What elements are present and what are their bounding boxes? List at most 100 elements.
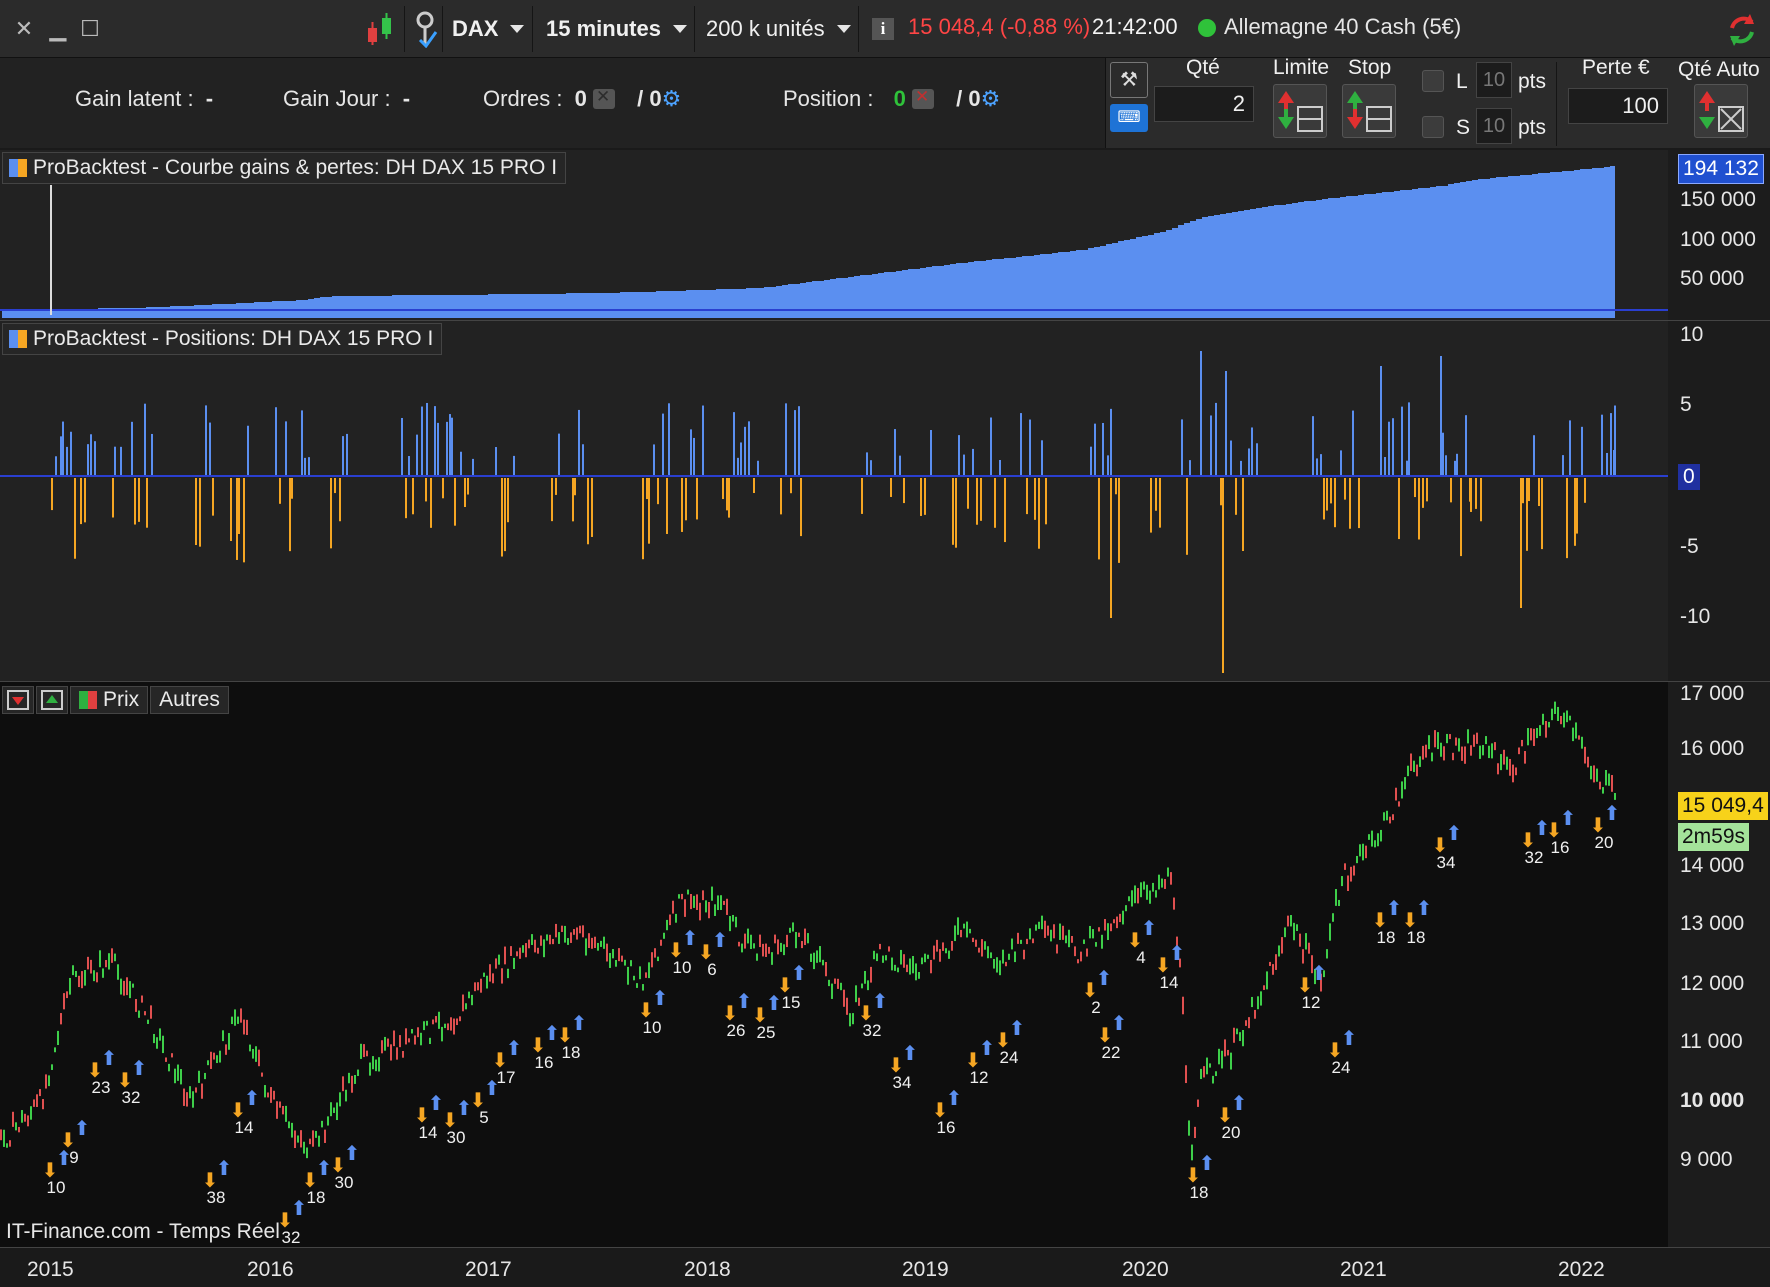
bear-candle: [381, 1040, 383, 1054]
timeframe-dropdown[interactable]: 15 minutes: [536, 0, 697, 58]
bull-candle: [1335, 889, 1337, 906]
y-tick: 150 000: [1680, 188, 1756, 211]
tab-prix[interactable]: Prix: [70, 686, 149, 714]
link-icon[interactable]: [410, 10, 440, 48]
sell-arrow-icon: ⬇: [41, 1160, 59, 1182]
signal-label: 32: [862, 1021, 882, 1040]
close-icon[interactable]: ✕: [14, 16, 34, 41]
bull-candle: [285, 1105, 287, 1122]
long-pts-input[interactable]: 10: [1476, 62, 1512, 98]
wrench-icon[interactable]: ⚒: [1110, 62, 1148, 98]
bull-candle: [705, 900, 707, 913]
bear-candle: [537, 947, 539, 954]
bull-candle: [627, 966, 629, 985]
stop-order-button[interactable]: [1342, 84, 1396, 138]
gear-icon[interactable]: ⚙: [980, 86, 1001, 111]
short-bar: [681, 478, 683, 532]
bull-candle: [138, 1010, 140, 1018]
bear-candle: [144, 1011, 146, 1016]
bull-candle: [891, 957, 893, 971]
auto-qty-button[interactable]: [1694, 84, 1748, 138]
short-bar: [84, 478, 86, 523]
long-bar: [693, 437, 695, 476]
bull-candle: [336, 1102, 338, 1121]
long-bar: [1200, 351, 1202, 476]
qty-input[interactable]: [1154, 86, 1254, 122]
long-bar: [558, 433, 560, 476]
y-tick: 10: [1680, 323, 1704, 346]
bear-candle: [669, 914, 671, 926]
signal-label: 6: [707, 960, 717, 979]
short-bar: [1541, 478, 1543, 550]
short-bar: [1520, 478, 1522, 608]
bull-candle: [1419, 756, 1421, 767]
tab-autres[interactable]: Autres: [150, 686, 229, 714]
bull-candle: [603, 936, 605, 949]
bull-candle: [816, 950, 818, 963]
bear-candle: [1185, 1065, 1187, 1084]
bull-candle: [792, 922, 794, 932]
long-bar: [421, 406, 423, 476]
bull-candle: [117, 964, 119, 980]
units-dropdown[interactable]: 200 k unités: [696, 0, 861, 58]
buy-arrow-icon: ⬆: [1230, 1093, 1248, 1115]
bear-candle: [1521, 739, 1523, 747]
y-tick: -10: [1680, 605, 1711, 628]
long-bar: [1380, 366, 1382, 476]
keyboard-icon[interactable]: ⌨: [1110, 104, 1148, 132]
price-chart[interactable]: [0, 682, 1668, 1247]
short-bar: [289, 478, 291, 552]
short-stop-checkbox[interactable]: [1422, 116, 1444, 138]
refresh-icon[interactable]: [1722, 10, 1762, 50]
bear-candle: [1452, 752, 1454, 761]
short-pts-input[interactable]: 10: [1476, 108, 1512, 144]
bull-candle: [1278, 945, 1280, 957]
bull-candle: [378, 1057, 380, 1072]
y-tick: 5: [1680, 393, 1692, 416]
long-stop-checkbox[interactable]: [1422, 70, 1444, 92]
bull-candle: [231, 1016, 233, 1025]
short-bar: [1426, 478, 1428, 502]
buy-arrow-icon: ⬆: [243, 1088, 261, 1110]
time-axis[interactable]: 2015 2016 2017 2018 2019 2020 2021 2022: [0, 1247, 1770, 1287]
bear-candle: [978, 947, 980, 953]
bull-candle: [720, 895, 722, 910]
bull-candle: [861, 983, 863, 989]
bull-candle: [1314, 968, 1316, 985]
bear-candle: [1308, 942, 1310, 954]
bear-candle: [414, 1035, 416, 1045]
info-icon[interactable]: i: [872, 18, 894, 40]
positions-y-axis[interactable]: 10 5 -5 -10: [1668, 321, 1770, 681]
positions-chart: [0, 351, 1668, 673]
price-y-axis[interactable]: 17 000 16 000 14 000 13 000 12 000 11 00…: [1668, 682, 1770, 1247]
symbol-dropdown[interactable]: DAX: [442, 0, 534, 58]
limit-order-button[interactable]: [1273, 84, 1327, 138]
cancel-orders-icon[interactable]: [592, 87, 615, 109]
long-bar: [1562, 455, 1564, 476]
bull-candle: [129, 981, 131, 999]
bear-candle: [825, 961, 827, 977]
signal-label: 20: [1221, 1123, 1241, 1142]
close-position-icon[interactable]: [912, 87, 934, 109]
loss-input[interactable]: [1568, 88, 1668, 124]
bull-candle: [1251, 996, 1253, 1008]
bull-candle: [1266, 971, 1268, 990]
long-bar: [1316, 458, 1318, 476]
maximize-icon[interactable]: ☐: [80, 16, 100, 41]
buy-arrow-icon: ⬆: [483, 1078, 501, 1100]
gear-icon[interactable]: ⚙: [661, 86, 682, 111]
short-bar: [1098, 478, 1100, 560]
buy-arrow-icon: ⬆: [290, 1198, 308, 1220]
candlestick-icon[interactable]: [364, 12, 398, 46]
bull-candle: [885, 955, 887, 961]
long-bar: [301, 410, 303, 476]
bear-candle: [651, 952, 653, 968]
bear-candle: [1077, 959, 1079, 964]
positions-panel-title[interactable]: ProBacktest - Positions: DH DAX 15 PRO I: [2, 323, 443, 355]
collapse-up-icon[interactable]: [36, 686, 68, 714]
equity-panel-title[interactable]: ProBacktest - Courbe gains & pertes: DH …: [2, 152, 567, 184]
collapse-down-icon[interactable]: [2, 686, 34, 714]
minimize-icon[interactable]: ▁: [49, 16, 67, 41]
bull-candle: [612, 949, 614, 959]
bear-candle: [396, 1047, 398, 1060]
